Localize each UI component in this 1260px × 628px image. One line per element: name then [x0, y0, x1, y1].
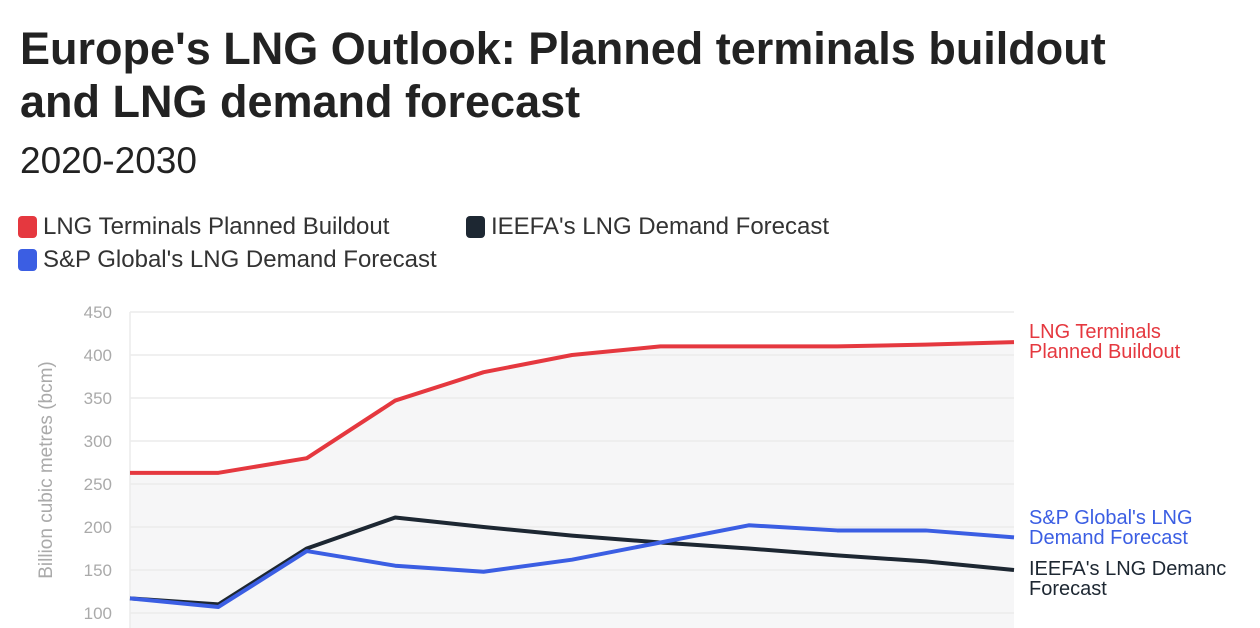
series-end-label: Planned Buildout: [1029, 341, 1181, 363]
legend-swatch: [18, 249, 37, 271]
chart-subtitle: 2020-2030: [20, 140, 197, 181]
series-end-label: Forecast: [1029, 578, 1107, 600]
y-tick-label: 450: [84, 303, 112, 322]
y-tick-label: 100: [84, 604, 112, 623]
legend-item-sp-global[interactable]: S&P Global's LNG Demand Forecast: [18, 246, 437, 274]
y-tick-label: 200: [84, 518, 112, 537]
y-axis-label: Billion cubic metres (bcm): [36, 361, 57, 579]
legend-label: IEEFA's LNG Demand Forecast: [491, 213, 830, 240]
legend-item-ieefa[interactable]: IEEFA's LNG Demand Forecast: [466, 213, 829, 241]
series-end-label: IEEFA's LNG Demanc: [1029, 558, 1226, 580]
y-tick-label: 250: [84, 475, 112, 494]
series-end-label: S&P Global's LNG: [1029, 507, 1193, 529]
y-tick-label: 300: [84, 432, 112, 451]
legend-item-terminals[interactable]: LNG Terminals Planned Buildout: [18, 213, 389, 241]
y-tick-label: 350: [84, 389, 112, 408]
area-fill: [130, 342, 1014, 628]
legend-label: S&P Global's LNG Demand Forecast: [43, 246, 437, 273]
series-end-label: LNG Terminals: [1029, 321, 1161, 343]
series-end-label: Demand Forecast: [1029, 527, 1188, 549]
y-tick-label: 400: [84, 346, 112, 365]
legend-label: LNG Terminals Planned Buildout: [43, 213, 390, 240]
legend-swatch: [466, 216, 485, 238]
y-tick-label: 150: [84, 561, 112, 580]
legend-swatch: [18, 216, 37, 238]
chart-title: Europe's LNG Outlook: Planned terminals …: [20, 23, 1106, 127]
